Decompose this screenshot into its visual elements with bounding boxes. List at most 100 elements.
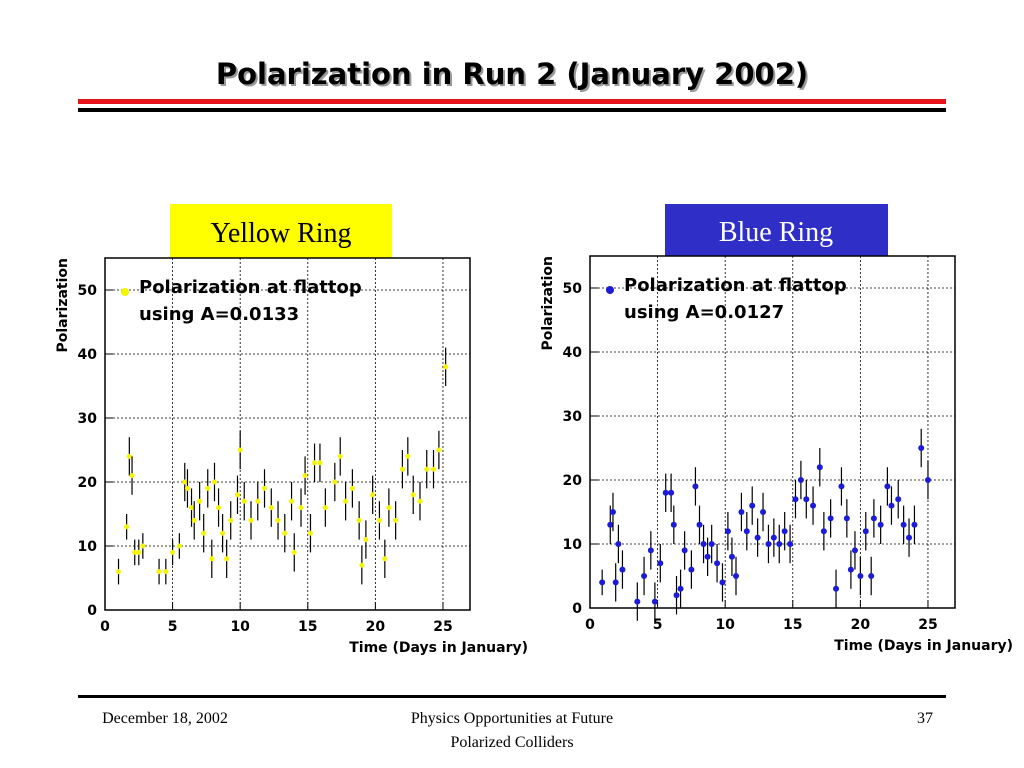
data-point bbox=[124, 524, 130, 530]
y-tick-label: 40 bbox=[78, 347, 98, 363]
data-point bbox=[136, 549, 142, 555]
plot-frame bbox=[104, 257, 471, 611]
x-tick-label: 0 bbox=[585, 617, 595, 633]
y-tick-label: 30 bbox=[78, 411, 98, 427]
x-tick-label: 20 bbox=[851, 617, 871, 633]
data-point bbox=[877, 521, 884, 528]
data-point bbox=[216, 505, 222, 511]
data-point bbox=[816, 464, 823, 471]
data-point bbox=[431, 466, 436, 472]
data-point bbox=[275, 517, 281, 523]
data-point bbox=[765, 541, 772, 547]
data-point bbox=[126, 453, 132, 459]
data-point bbox=[312, 460, 318, 466]
data-point bbox=[733, 573, 739, 579]
x-tick-label: 5 bbox=[653, 617, 663, 633]
data-point bbox=[282, 530, 288, 536]
blue-label-box bbox=[665, 204, 888, 256]
data-point bbox=[696, 521, 703, 528]
data-point bbox=[337, 453, 343, 459]
data-point bbox=[906, 534, 913, 541]
data-point bbox=[201, 530, 207, 536]
data-point bbox=[322, 505, 328, 511]
data-point bbox=[182, 479, 188, 485]
data-point bbox=[189, 505, 195, 511]
data-point bbox=[363, 537, 369, 543]
data-point bbox=[436, 447, 442, 453]
data-point bbox=[307, 530, 313, 536]
y-axis-label: Polarization bbox=[55, 258, 71, 353]
data-point bbox=[163, 569, 169, 575]
x-tick-label: 10 bbox=[230, 619, 250, 635]
data-point bbox=[255, 498, 261, 504]
data-point bbox=[612, 579, 619, 586]
data-point bbox=[609, 509, 616, 515]
data-point bbox=[719, 579, 726, 586]
data-point bbox=[599, 579, 606, 586]
data-point bbox=[688, 566, 695, 573]
legend-label: Polarization at flattop bbox=[624, 275, 847, 296]
annotation: using A=0.0127 bbox=[624, 302, 784, 323]
data-point bbox=[714, 560, 721, 567]
data-point bbox=[443, 364, 449, 370]
data-point bbox=[170, 549, 176, 555]
data-point bbox=[662, 489, 669, 496]
data-point bbox=[787, 541, 794, 547]
data-point bbox=[651, 598, 658, 605]
title-shadow: Polarization in Run 2 (January 2002) bbox=[218, 59, 810, 93]
x-tick-label: 25 bbox=[433, 619, 452, 635]
data-point bbox=[820, 528, 827, 535]
data-point bbox=[405, 453, 411, 459]
data-point bbox=[770, 534, 777, 541]
data-point bbox=[681, 547, 688, 554]
data-point bbox=[349, 485, 355, 491]
data-point bbox=[692, 483, 699, 490]
data-point bbox=[647, 547, 654, 554]
data-point bbox=[700, 541, 707, 547]
x-axis-label: Time (Days in January) bbox=[349, 640, 528, 656]
panel-label: Blue Ring bbox=[719, 217, 833, 248]
data-point bbox=[356, 517, 362, 523]
red-rule bbox=[78, 99, 946, 104]
footer-event: Polarized Colliders bbox=[450, 734, 573, 751]
y-tick-label: 50 bbox=[78, 283, 98, 299]
data-point bbox=[870, 515, 877, 522]
y-tick-label: 10 bbox=[563, 537, 583, 553]
y-tick-label: 30 bbox=[563, 409, 583, 425]
annotation: using A=0.0133 bbox=[139, 304, 299, 325]
data-point bbox=[332, 479, 338, 485]
data-point bbox=[810, 502, 817, 509]
data-point bbox=[191, 517, 197, 523]
data-point bbox=[743, 528, 750, 535]
data-point bbox=[607, 521, 614, 528]
data-point bbox=[677, 585, 684, 592]
data-point bbox=[895, 496, 902, 503]
page-number: 37 bbox=[917, 710, 933, 727]
data-point bbox=[776, 541, 783, 547]
data-point bbox=[209, 556, 215, 562]
data-point bbox=[749, 502, 756, 509]
legend-marker bbox=[121, 288, 129, 296]
data-point bbox=[317, 460, 323, 466]
data-point bbox=[884, 483, 891, 490]
legend-label: Polarization at flattop bbox=[139, 277, 362, 298]
data-point bbox=[132, 549, 138, 555]
data-point bbox=[382, 556, 388, 562]
data-point bbox=[129, 473, 135, 479]
data-point bbox=[116, 569, 122, 575]
data-point bbox=[302, 473, 308, 479]
data-point bbox=[918, 445, 925, 451]
data-point bbox=[781, 528, 788, 535]
black-rule bbox=[78, 108, 946, 112]
data-point bbox=[851, 547, 858, 554]
y-tick-label: 10 bbox=[78, 539, 98, 555]
data-point bbox=[704, 553, 711, 560]
data-point bbox=[668, 489, 675, 496]
y-tick-label: 20 bbox=[78, 475, 98, 491]
y-tick-label: 40 bbox=[563, 345, 583, 361]
x-tick-label: 0 bbox=[100, 619, 110, 635]
data-point bbox=[224, 556, 230, 562]
data-point bbox=[289, 498, 295, 504]
data-point bbox=[228, 517, 234, 523]
